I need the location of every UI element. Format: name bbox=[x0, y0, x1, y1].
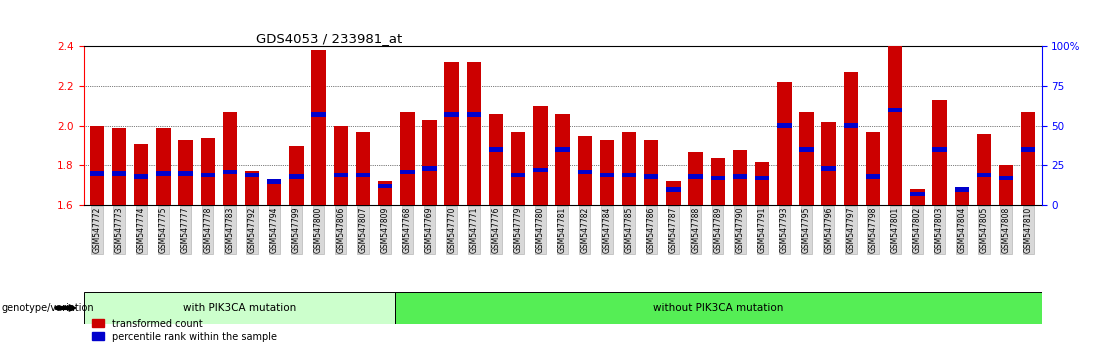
Bar bbox=[577, 170, 592, 174]
Bar bbox=[910, 192, 925, 196]
Legend: transformed count, percentile rank within the sample: transformed count, percentile rank withi… bbox=[88, 315, 281, 346]
Bar bbox=[333, 126, 348, 205]
Bar bbox=[733, 175, 747, 179]
Bar bbox=[333, 173, 348, 177]
Bar bbox=[711, 158, 725, 205]
Bar bbox=[644, 175, 658, 179]
Bar bbox=[843, 72, 858, 205]
Bar bbox=[1022, 147, 1036, 152]
Bar bbox=[467, 62, 481, 205]
Text: GDS4053 / 233981_at: GDS4053 / 233981_at bbox=[256, 32, 402, 45]
Bar bbox=[778, 82, 792, 205]
Bar bbox=[866, 132, 880, 205]
Bar bbox=[245, 171, 260, 205]
Bar bbox=[89, 126, 104, 205]
Bar bbox=[156, 171, 170, 176]
Bar bbox=[977, 133, 991, 205]
Bar bbox=[866, 175, 880, 179]
Bar bbox=[111, 171, 126, 176]
Bar bbox=[355, 132, 370, 205]
Bar bbox=[1022, 112, 1036, 205]
Bar bbox=[955, 187, 969, 192]
Bar bbox=[688, 152, 703, 205]
Bar bbox=[201, 138, 215, 205]
Bar bbox=[489, 114, 504, 205]
Bar bbox=[267, 179, 282, 184]
Bar bbox=[245, 173, 260, 177]
Bar bbox=[999, 176, 1014, 181]
Bar bbox=[599, 173, 614, 177]
Bar bbox=[201, 173, 215, 177]
Bar bbox=[778, 124, 792, 128]
Bar bbox=[156, 128, 170, 205]
Bar bbox=[977, 173, 991, 177]
Bar bbox=[134, 144, 148, 205]
Bar bbox=[888, 108, 902, 112]
Bar bbox=[355, 173, 370, 177]
Bar bbox=[290, 175, 304, 179]
Bar bbox=[666, 187, 681, 192]
Bar bbox=[178, 171, 193, 176]
Bar bbox=[821, 122, 836, 205]
Bar bbox=[312, 112, 325, 117]
Bar bbox=[888, 46, 902, 205]
Bar bbox=[489, 147, 504, 152]
Bar bbox=[932, 100, 947, 205]
Text: without PIK3CA mutation: without PIK3CA mutation bbox=[653, 303, 784, 313]
Bar bbox=[755, 161, 770, 205]
Bar bbox=[755, 176, 770, 181]
Bar bbox=[534, 106, 548, 205]
Bar bbox=[178, 139, 193, 205]
Bar bbox=[400, 170, 414, 174]
Bar bbox=[688, 175, 703, 179]
Bar bbox=[800, 147, 813, 152]
Bar bbox=[556, 147, 569, 152]
Bar bbox=[378, 184, 392, 188]
Bar bbox=[267, 179, 282, 205]
Bar bbox=[444, 62, 459, 205]
Bar bbox=[955, 189, 969, 205]
Bar bbox=[312, 50, 325, 205]
FancyBboxPatch shape bbox=[84, 292, 395, 324]
Bar bbox=[666, 181, 681, 205]
Bar bbox=[711, 176, 725, 181]
Bar bbox=[534, 168, 548, 172]
Bar bbox=[577, 136, 592, 205]
Bar bbox=[999, 165, 1014, 205]
Bar bbox=[223, 170, 237, 174]
Text: with PIK3CA mutation: with PIK3CA mutation bbox=[183, 303, 296, 313]
Bar bbox=[511, 132, 526, 205]
Bar bbox=[467, 112, 481, 117]
Text: genotype/variation: genotype/variation bbox=[1, 303, 94, 313]
Bar bbox=[134, 175, 148, 179]
Bar bbox=[511, 173, 526, 177]
Bar bbox=[622, 173, 636, 177]
Bar bbox=[444, 112, 459, 117]
Bar bbox=[821, 166, 836, 171]
Bar bbox=[733, 149, 747, 205]
Bar bbox=[422, 166, 437, 171]
Bar bbox=[290, 145, 304, 205]
Bar bbox=[223, 112, 237, 205]
Bar bbox=[932, 147, 947, 152]
Bar bbox=[843, 124, 858, 128]
Bar bbox=[599, 139, 614, 205]
Bar bbox=[622, 132, 636, 205]
Bar bbox=[378, 181, 392, 205]
Bar bbox=[556, 114, 569, 205]
Bar bbox=[644, 139, 658, 205]
Bar bbox=[400, 112, 414, 205]
FancyBboxPatch shape bbox=[395, 292, 1042, 324]
Bar bbox=[422, 120, 437, 205]
Bar bbox=[89, 171, 104, 176]
Bar bbox=[800, 112, 813, 205]
Bar bbox=[910, 189, 925, 205]
Bar bbox=[111, 128, 126, 205]
